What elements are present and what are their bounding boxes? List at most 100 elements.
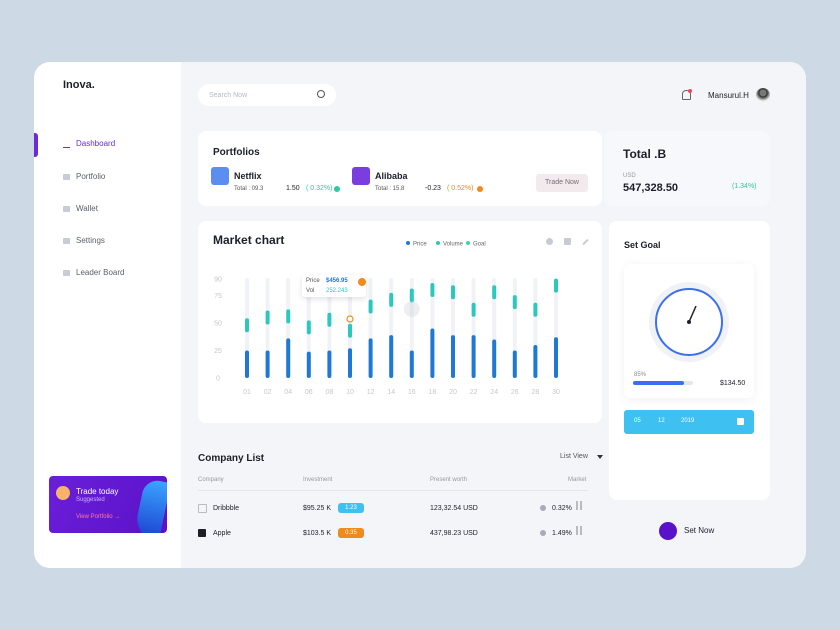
nav-item[interactable]: Wallet — [76, 204, 98, 213]
volume-segment — [430, 283, 435, 297]
y-tick-label: 25 — [214, 348, 222, 355]
list-view-select[interactable]: List View — [560, 453, 588, 460]
volume-segment — [327, 312, 332, 327]
sparkbars — [576, 501, 586, 510]
set-now-button[interactable]: Set Now — [684, 526, 715, 535]
x-tick-label: 24 — [490, 389, 498, 396]
chart-tool[interactable] — [546, 238, 553, 245]
x-tick-label: 14 — [387, 389, 395, 396]
price-bar — [492, 339, 497, 378]
company-change: -0.23 — [425, 185, 441, 192]
volume-segment — [554, 278, 558, 293]
x-tick-label: 12 — [367, 389, 375, 396]
y-tick-label: 90 — [214, 277, 222, 284]
tooltip-label: Price — [306, 278, 320, 284]
tooltip: Price $456.95 Vol 252.243 — [302, 275, 366, 297]
total-card: Total .B USD 547,328.50 (1.34%) — [604, 131, 770, 206]
gauge-hub — [687, 320, 691, 324]
price-bar — [306, 351, 311, 378]
nav-icon — [63, 141, 70, 148]
tooltip-label: Vol — [306, 288, 315, 294]
legend-swatch — [406, 241, 410, 245]
date-year[interactable]: 2019 — [681, 418, 695, 424]
user-name[interactable]: Mansurul.H — [708, 91, 749, 100]
market-chart: Market chart Price Volume Goal 0 25 50 75 90 01 0… — [213, 233, 560, 396]
company-percent: ( 0.52%) — [447, 185, 474, 192]
market: 1.49% — [552, 530, 572, 537]
nav-item[interactable]: Leader Board — [76, 268, 125, 277]
date-day[interactable]: 05 — [634, 418, 641, 424]
market-icon — [540, 530, 546, 536]
price-bar — [348, 348, 352, 378]
volume-segment — [492, 285, 497, 300]
tooltip-value: 252.243 — [326, 288, 348, 294]
progress-label: 85% — [634, 372, 647, 378]
nav-item[interactable]: Dashboard — [76, 139, 116, 148]
goal-amount: $134.50 — [720, 380, 746, 387]
promo-avatar — [56, 486, 70, 500]
set-goal-card: Set Goal 85% $134.50 05 12 2019 Set Now — [609, 221, 770, 540]
y-tick-label: 50 — [214, 321, 222, 328]
dropdown-arrow[interactable] — [597, 455, 603, 462]
promo-link[interactable]: View Portfolio → — [76, 514, 121, 520]
date-month[interactable]: 12 — [658, 418, 665, 424]
checkbox[interactable] — [198, 529, 206, 537]
company-name: Netflix — [234, 171, 262, 181]
badge: 0.35 — [338, 528, 364, 538]
promo-art — [133, 477, 167, 533]
price-bar — [512, 350, 517, 378]
nav-item[interactable]: Portfolio — [76, 172, 106, 181]
x-tick-label: 26 — [511, 389, 519, 396]
price-bar — [471, 335, 476, 378]
section-title: Portfolios — [213, 147, 260, 158]
set-now-icon[interactable] — [659, 522, 677, 540]
calendar-icon[interactable] — [737, 418, 744, 425]
y-tick-label: 75 — [214, 293, 222, 300]
company-total: Total : 09.3 — [234, 186, 264, 192]
change-icon — [334, 186, 340, 192]
promo-card[interactable]: Trade today Suggested View Portfolio → — [49, 476, 167, 533]
hover-point — [403, 301, 420, 317]
investment: $95.25 K — [303, 505, 332, 512]
legend-swatch — [466, 241, 470, 245]
trade-button[interactable]: Trade Now — [536, 174, 588, 192]
price-bar — [286, 338, 291, 378]
promo-title: Trade today — [76, 487, 119, 496]
sidebar: Inova. Dashboard Portfolio Wallet Settin… — [34, 62, 181, 568]
price-bar — [554, 337, 558, 378]
x-tick-label: 18 — [429, 389, 437, 396]
logo: Inova. — [63, 79, 95, 91]
price-bar — [533, 345, 538, 378]
total-amount: 547,328.50 — [623, 182, 679, 194]
x-tick-label: 20 — [449, 389, 457, 396]
bell-icon[interactable] — [682, 90, 691, 100]
date-picker[interactable]: 05 12 2019 — [624, 410, 754, 434]
x-tick-label: 08 — [326, 389, 334, 396]
price-bar — [245, 350, 249, 378]
checkbox[interactable] — [198, 504, 207, 513]
x-tick-label: 04 — [284, 389, 292, 396]
search-box[interactable]: Search Now — [198, 84, 336, 106]
volume-segment — [409, 288, 414, 303]
search-icon[interactable] — [317, 90, 325, 98]
price-bar — [327, 350, 332, 378]
x-tick-label: 16 — [408, 389, 416, 396]
search-placeholder: Search Now — [209, 92, 248, 99]
company-total: Total : 15.8 — [375, 186, 405, 192]
x-tick-label: 30 — [552, 389, 560, 396]
section-title: Set Goal — [624, 240, 661, 250]
company-change: 1.50 — [286, 185, 300, 192]
tooltip-badge — [358, 278, 366, 286]
divider — [198, 490, 588, 491]
column-header: Company — [198, 477, 224, 483]
chart-tool[interactable] — [564, 238, 571, 245]
chart-title: Market chart — [213, 233, 284, 247]
promo-subtitle: Suggested — [76, 497, 105, 503]
company-logo — [352, 167, 370, 185]
column-header: Market — [568, 477, 587, 483]
nav-item[interactable]: Settings — [76, 236, 105, 245]
avatar[interactable] — [756, 88, 770, 102]
gauge-needle — [688, 305, 697, 323]
highlight-point — [346, 315, 354, 323]
